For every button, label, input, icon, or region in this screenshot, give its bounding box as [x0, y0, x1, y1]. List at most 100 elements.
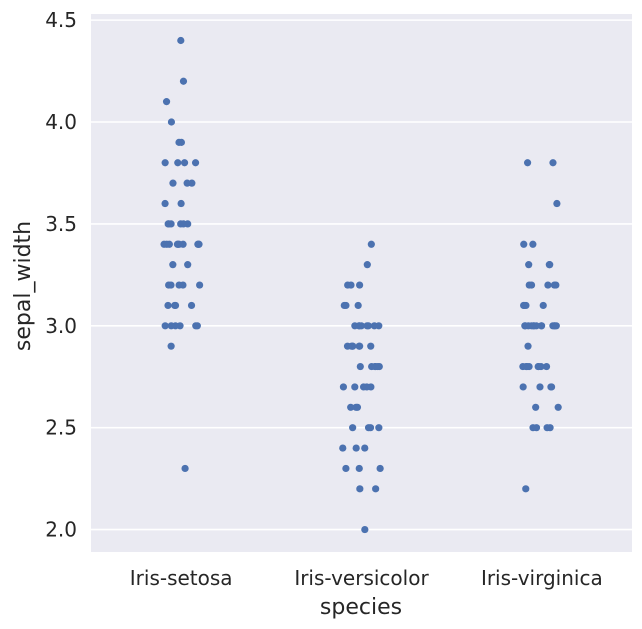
y-axis-label: sepal_width: [11, 221, 36, 351]
data-point: [183, 179, 191, 187]
data-point: [367, 342, 375, 350]
data-point: [552, 322, 560, 330]
data-point: [542, 362, 551, 371]
data-point: [545, 261, 553, 269]
data-point: [554, 403, 562, 411]
data-point: [523, 362, 531, 371]
data-point: [180, 159, 189, 167]
data-point: [167, 281, 175, 289]
data-point: [370, 322, 378, 330]
data-point: [351, 383, 359, 391]
data-point: [359, 383, 368, 391]
x-tick-label: Iris-versicolor: [294, 566, 429, 590]
data-point: [355, 342, 363, 350]
y-tick-label: 4.5: [45, 8, 77, 32]
data-point: [171, 301, 180, 310]
data-point: [361, 444, 369, 452]
data-point: [521, 322, 529, 330]
data-point: [174, 159, 182, 167]
data-point: [184, 261, 192, 269]
data-point: [164, 301, 172, 310]
data-point: [169, 179, 177, 187]
data-point: [355, 464, 363, 473]
data-point: [340, 301, 348, 310]
data-point: [349, 342, 357, 350]
data-point: [177, 220, 185, 228]
y-tick-label: 3.5: [45, 212, 77, 236]
data-point: [161, 159, 169, 167]
data-point: [342, 464, 350, 473]
data-point: [356, 362, 364, 371]
data-point: [530, 322, 538, 330]
data-point: [522, 485, 530, 493]
x-tick-labels: Iris-setosa Iris-versicolor Iris-virginica: [130, 566, 603, 590]
data-point: [366, 424, 375, 432]
data-point: [165, 220, 173, 228]
data-point: [161, 199, 169, 208]
data-point: [187, 301, 196, 310]
data-point: [372, 485, 380, 493]
x-tick-label: Iris-setosa: [130, 566, 233, 590]
data-point: [354, 301, 362, 310]
y-tick-label: 4.0: [45, 110, 77, 134]
data-point: [169, 261, 177, 269]
data-point: [534, 362, 543, 371]
data-point: [352, 444, 360, 452]
data-point: [347, 403, 355, 411]
y-tick-label: 3.0: [45, 314, 77, 338]
data-points: [160, 36, 562, 534]
data-point: [544, 281, 552, 289]
data-point: [343, 342, 352, 350]
data-point: [177, 199, 185, 208]
data-point: [524, 342, 532, 350]
data-point: [339, 444, 347, 452]
data-point: [179, 240, 187, 248]
x-tick-label: Iris-virginica: [481, 566, 603, 590]
data-point: [165, 240, 173, 248]
data-point: [523, 159, 532, 167]
data-point: [375, 424, 383, 432]
data-point: [179, 77, 188, 85]
data-point: [176, 322, 184, 330]
data-point: [376, 464, 384, 473]
data-point: [179, 281, 187, 289]
data-point: [371, 362, 379, 371]
data-point: [177, 138, 186, 146]
data-point: [353, 403, 362, 411]
data-point: [537, 322, 545, 330]
data-point: [529, 240, 537, 248]
data-point: [356, 485, 364, 493]
data-point: [543, 424, 551, 432]
y-tick-labels: 2.0 2.5 3.0 3.5 4.0 4.5: [45, 8, 77, 541]
data-point: [519, 383, 527, 391]
data-point: [356, 281, 364, 289]
data-point: [363, 261, 371, 269]
data-point: [347, 281, 355, 289]
data-point: [549, 159, 557, 167]
data-point: [361, 525, 369, 534]
data-point: [532, 424, 541, 432]
data-point: [339, 383, 348, 391]
data-point: [520, 301, 528, 310]
data-point: [162, 98, 171, 106]
data-point: [192, 322, 200, 330]
data-point: [520, 240, 528, 248]
data-point: [525, 261, 533, 269]
data-point: [525, 281, 533, 289]
data-point: [181, 464, 189, 473]
y-tick-label: 2.5: [45, 416, 77, 440]
data-point: [173, 240, 182, 248]
data-point: [167, 342, 175, 350]
data-point: [547, 383, 555, 391]
data-point: [532, 403, 540, 411]
x-axis-label: species: [320, 595, 402, 620]
data-point: [194, 240, 203, 248]
y-tick-label: 2.0: [45, 518, 77, 542]
data-point: [550, 281, 558, 289]
data-point: [349, 424, 357, 432]
data-point: [167, 322, 175, 330]
data-point: [363, 322, 371, 330]
data-point: [536, 383, 544, 391]
data-point: [367, 240, 375, 248]
